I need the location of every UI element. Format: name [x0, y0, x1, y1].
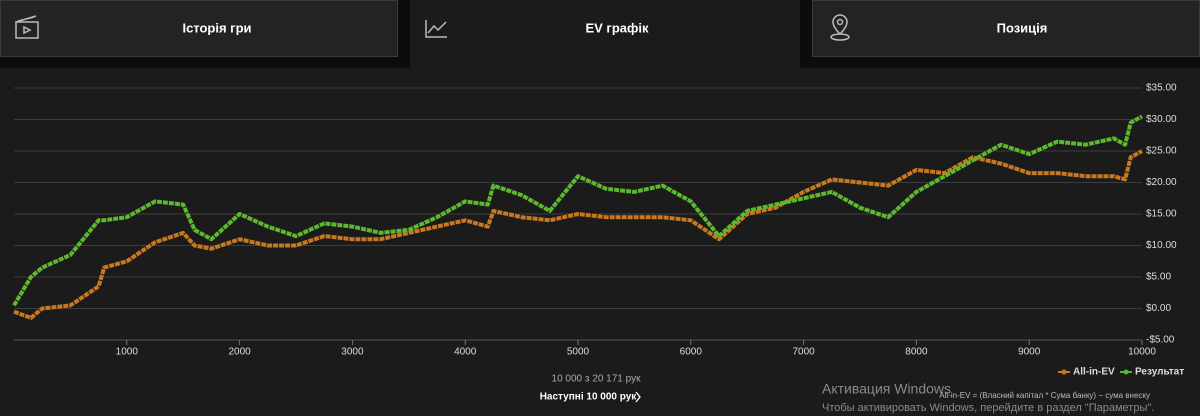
pagination-summary: 10 000 з 20 171 рук: [552, 374, 642, 385]
next-button[interactable]: Наступні 10 000 рук: [540, 392, 638, 403]
x-tick-label: 6000: [680, 347, 703, 358]
legend-label: Результат: [1135, 367, 1184, 378]
next-chevron[interactable]: [635, 391, 641, 403]
legend-label: All-in-EV: [1073, 367, 1115, 378]
y-tick-label: -$5.00: [1146, 335, 1175, 346]
footnote: All-in-EV = (Власний капітал * Сума банк…: [939, 391, 1150, 400]
x-tick-label: 9000: [1018, 347, 1041, 358]
x-tick-label: 7000: [792, 347, 815, 358]
x-tick-label: 10000: [1128, 347, 1156, 358]
tab-label[interactable]: Історія гри: [182, 20, 251, 35]
watermark-text: Чтобы активировать Windows, перейдите в …: [822, 402, 1154, 414]
x-tick-label: 3000: [341, 347, 364, 358]
legend-dot: [1061, 369, 1067, 375]
tab-label[interactable]: EV графік: [585, 20, 649, 35]
icon-chart: [425, 20, 447, 38]
icon-position: [830, 14, 850, 41]
series-line: [12, 114, 1143, 307]
x-tick-label: 5000: [567, 347, 590, 358]
tab-history[interactable]: [0, 0, 398, 57]
legend-dot: [1123, 369, 1129, 375]
series-line: [13, 149, 1143, 320]
x-tick-label: 1000: [116, 347, 139, 358]
y-tick-label: $35.00: [1146, 83, 1177, 94]
x-tick-label: 2000: [228, 347, 251, 358]
watermark-title: Активация Windows: [822, 381, 951, 397]
tab-ev[interactable]: [410, 0, 800, 70]
y-tick-label: $5.00: [1146, 272, 1171, 283]
y-tick-label: $20.00: [1146, 177, 1177, 188]
x-tick-label: 8000: [905, 347, 928, 358]
content-panel: [0, 68, 1200, 416]
tab-label[interactable]: Позиція: [997, 20, 1048, 35]
x-tick-label: 4000: [454, 347, 477, 358]
y-tick-label: $0.00: [1146, 303, 1171, 314]
y-tick-label: $15.00: [1146, 209, 1177, 220]
y-tick-label: $25.00: [1146, 146, 1177, 157]
y-tick-label: $30.00: [1146, 114, 1177, 125]
y-tick-label: $10.00: [1146, 240, 1177, 251]
icon-history: [15, 15, 39, 39]
